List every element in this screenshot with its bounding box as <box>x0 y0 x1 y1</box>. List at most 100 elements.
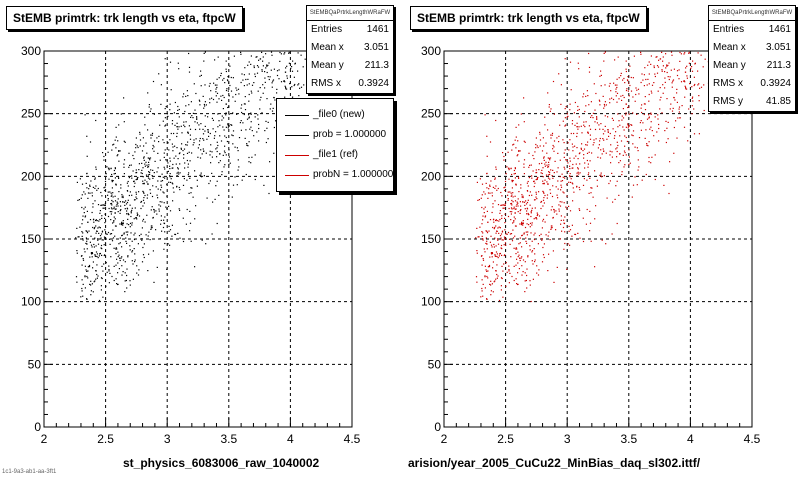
scatter-point <box>107 198 109 200</box>
scatter-point <box>588 151 590 153</box>
scatter-point <box>91 253 93 255</box>
scatter-point <box>656 65 659 67</box>
scatter-point <box>503 236 506 238</box>
scatter-point <box>114 139 116 141</box>
scatter-point <box>114 168 116 170</box>
scatter-point <box>689 83 691 85</box>
scatter-point <box>656 131 658 133</box>
scatter-point <box>697 52 699 54</box>
scatter-point <box>615 88 617 90</box>
scatter-point <box>187 141 189 143</box>
scatter-point <box>476 281 478 283</box>
scatter-point <box>160 223 162 225</box>
scatter-point <box>528 177 530 179</box>
scatter-point <box>98 299 101 302</box>
scatter-point <box>182 217 184 219</box>
scatter-point <box>211 156 213 158</box>
scatter-point <box>126 242 128 244</box>
scatter-point <box>511 179 513 181</box>
scatter-point <box>96 277 98 279</box>
scatter-point <box>508 270 510 272</box>
scatter-point <box>661 51 663 53</box>
scatter-point <box>600 85 602 87</box>
scatter-point <box>495 270 497 272</box>
scatter-point <box>143 157 145 159</box>
scatter-point <box>492 206 494 208</box>
scatter-point <box>288 52 290 54</box>
scatter-point <box>251 130 253 132</box>
scatter-point <box>265 120 267 122</box>
scatter-point <box>214 59 216 61</box>
scatter-point <box>186 159 188 162</box>
scatter-point <box>220 72 222 74</box>
scatter-point <box>114 177 116 179</box>
scatter-point <box>570 89 572 91</box>
scatter-point <box>250 55 252 57</box>
scatter-point <box>537 146 539 149</box>
scatter-point <box>486 172 488 174</box>
x-tick-label: 2.5 <box>497 432 514 446</box>
scatter-point <box>523 173 525 175</box>
scatter-point <box>553 146 555 148</box>
scatter-point <box>136 272 138 274</box>
scatter-point <box>101 217 103 219</box>
scatter-point <box>280 53 282 55</box>
scatter-point <box>102 152 104 154</box>
scatter-point <box>81 264 83 266</box>
scatter-point <box>216 156 218 158</box>
scatter-point <box>279 51 281 54</box>
scatter-point <box>489 184 491 186</box>
scatter-point <box>590 116 592 118</box>
scatter-point <box>189 134 191 136</box>
scatter-point <box>169 210 172 212</box>
scatter-point <box>515 184 517 186</box>
scatter-point <box>663 184 665 186</box>
scatter-point <box>200 174 202 176</box>
scatter-point <box>143 182 145 184</box>
scatter-point <box>112 144 114 146</box>
scatter-point <box>562 191 564 193</box>
legend-label: prob = 1.000000 <box>313 129 387 140</box>
scatter-point <box>123 97 125 99</box>
scatter-point <box>185 223 187 225</box>
scatter-point <box>577 105 579 108</box>
scatter-points <box>475 51 713 303</box>
scatter-point <box>99 235 102 237</box>
scatter-point <box>127 256 129 258</box>
scatter-point <box>615 148 617 150</box>
scatter-point <box>150 137 152 139</box>
scatter-point <box>171 182 173 184</box>
scatter-point <box>79 178 81 180</box>
scatter-point <box>522 259 525 261</box>
scatter-point <box>522 222 524 225</box>
scatter-point <box>600 174 602 176</box>
scatter-point <box>213 137 215 139</box>
scatter-point <box>605 152 607 154</box>
scatter-point <box>148 171 150 173</box>
scatter-point <box>499 253 501 255</box>
scatter-point <box>209 98 211 100</box>
left-chart-title: StEMB primtrk: trk length vs eta, ftpcW <box>6 6 243 30</box>
scatter-point <box>515 183 517 185</box>
scatter-point <box>617 144 619 147</box>
scatter-point <box>568 225 570 227</box>
scatter-point <box>137 146 139 149</box>
scatter-point <box>174 233 176 235</box>
scatter-point <box>521 246 523 248</box>
scatter-point <box>611 151 613 153</box>
scatter-point <box>144 165 146 167</box>
scatter-point <box>618 162 620 164</box>
scatter-point <box>617 126 619 128</box>
scatter-point <box>204 101 206 103</box>
scatter-point <box>168 181 170 183</box>
scatter-point <box>93 228 95 230</box>
scatter-point <box>523 97 525 99</box>
scatter-point <box>495 185 497 187</box>
scatter-point <box>488 266 491 268</box>
scatter-point <box>150 228 152 230</box>
scatter-point <box>527 199 529 201</box>
scatter-point <box>483 248 485 250</box>
scatter-point <box>215 88 217 90</box>
scatter-point <box>158 73 160 75</box>
scatter-point <box>129 280 131 282</box>
